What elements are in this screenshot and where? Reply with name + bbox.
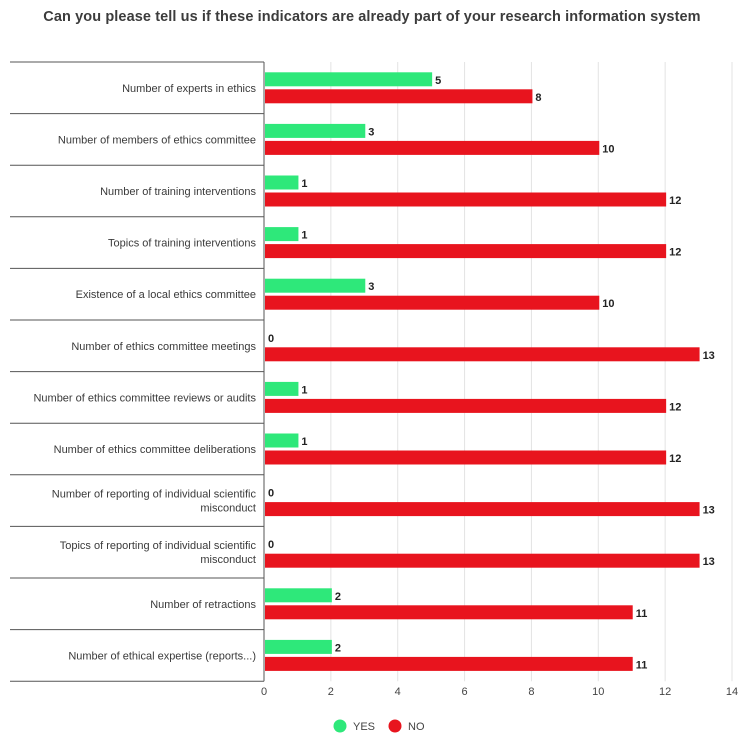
category-label: Number of retractions [150, 599, 256, 611]
chart-title: Can you please tell us if these indicato… [43, 9, 701, 25]
bar-no [265, 347, 700, 362]
data-label-yes: 2 [335, 642, 341, 654]
bar-yes [265, 227, 299, 242]
bar-no [265, 398, 667, 413]
data-label-no: 12 [669, 401, 681, 413]
x-tick-label: 0 [261, 686, 267, 698]
category-label: Number of ethical expertise (reports...) [68, 650, 256, 662]
data-label-no: 10 [602, 298, 614, 310]
data-label-yes: 0 [268, 539, 274, 551]
data-label-yes: 2 [335, 591, 341, 603]
category-label: Number of ethics committee deliberations [54, 444, 257, 456]
data-label-yes: 1 [301, 384, 307, 396]
data-label-no: 12 [669, 247, 681, 259]
bar-no [265, 140, 600, 155]
category-label: Topics of reporting of individual scient… [60, 540, 257, 566]
bar-yes [265, 639, 332, 654]
legend-marker-no [388, 719, 402, 733]
x-tick-label: 12 [659, 686, 671, 698]
x-tick-label: 10 [592, 686, 604, 698]
bar-no [265, 656, 633, 671]
legend-label-yes: YES [353, 721, 375, 733]
bar-yes [265, 72, 433, 87]
category-label: Existence of a local ethics committee [76, 289, 256, 301]
category-label: Number of ethics committee meetings [71, 341, 256, 353]
data-label-yes: 5 [435, 75, 441, 87]
data-label-yes: 3 [368, 281, 374, 293]
category-label: Number of ethics committee reviews or au… [33, 392, 256, 404]
data-label-no: 11 [636, 608, 648, 620]
x-tick-label: 6 [462, 686, 468, 698]
category-label: Number of experts in ethics [122, 83, 256, 95]
bar-yes [265, 433, 299, 448]
data-label-no: 13 [703, 505, 715, 517]
data-label-yes: 1 [301, 436, 307, 448]
data-label-yes: 3 [368, 126, 374, 138]
category-label: Number of reporting of individual scient… [52, 489, 257, 515]
bar-yes [265, 381, 299, 396]
data-label-no: 10 [602, 143, 614, 155]
bar-no [265, 244, 667, 259]
bar-yes [265, 123, 366, 138]
x-tick-label: 2 [328, 686, 334, 698]
bar-no [265, 502, 700, 517]
legend-marker-yes [333, 719, 347, 733]
category-label: Number of members of ethics committee [58, 134, 256, 146]
bar-yes [265, 175, 299, 190]
data-label-yes: 1 [301, 178, 307, 190]
category-label: Topics of training interventions [108, 238, 256, 250]
x-tick-label: 14 [726, 686, 738, 698]
bar-no [265, 605, 633, 620]
category-label: Number of training interventions [100, 186, 256, 198]
bar-no [265, 295, 600, 310]
bar-no [265, 89, 533, 104]
data-label-no: 12 [669, 195, 681, 207]
data-label-no: 8 [535, 92, 541, 104]
x-tick-label: 4 [395, 686, 401, 698]
bar-no [265, 450, 667, 465]
bar-yes [265, 278, 366, 293]
data-label-no: 13 [703, 556, 715, 568]
data-label-yes: 1 [301, 230, 307, 242]
bar-yes [265, 588, 332, 603]
data-label-no: 12 [669, 453, 681, 465]
x-tick-label: 8 [528, 686, 534, 698]
data-label-yes: 0 [268, 488, 274, 500]
data-label-yes: 0 [268, 333, 274, 345]
data-label-no: 11 [636, 659, 648, 671]
legend-label-no: NO [408, 721, 425, 733]
data-label-no: 13 [703, 350, 715, 362]
bar-no [265, 192, 667, 207]
bar-no [265, 553, 700, 568]
